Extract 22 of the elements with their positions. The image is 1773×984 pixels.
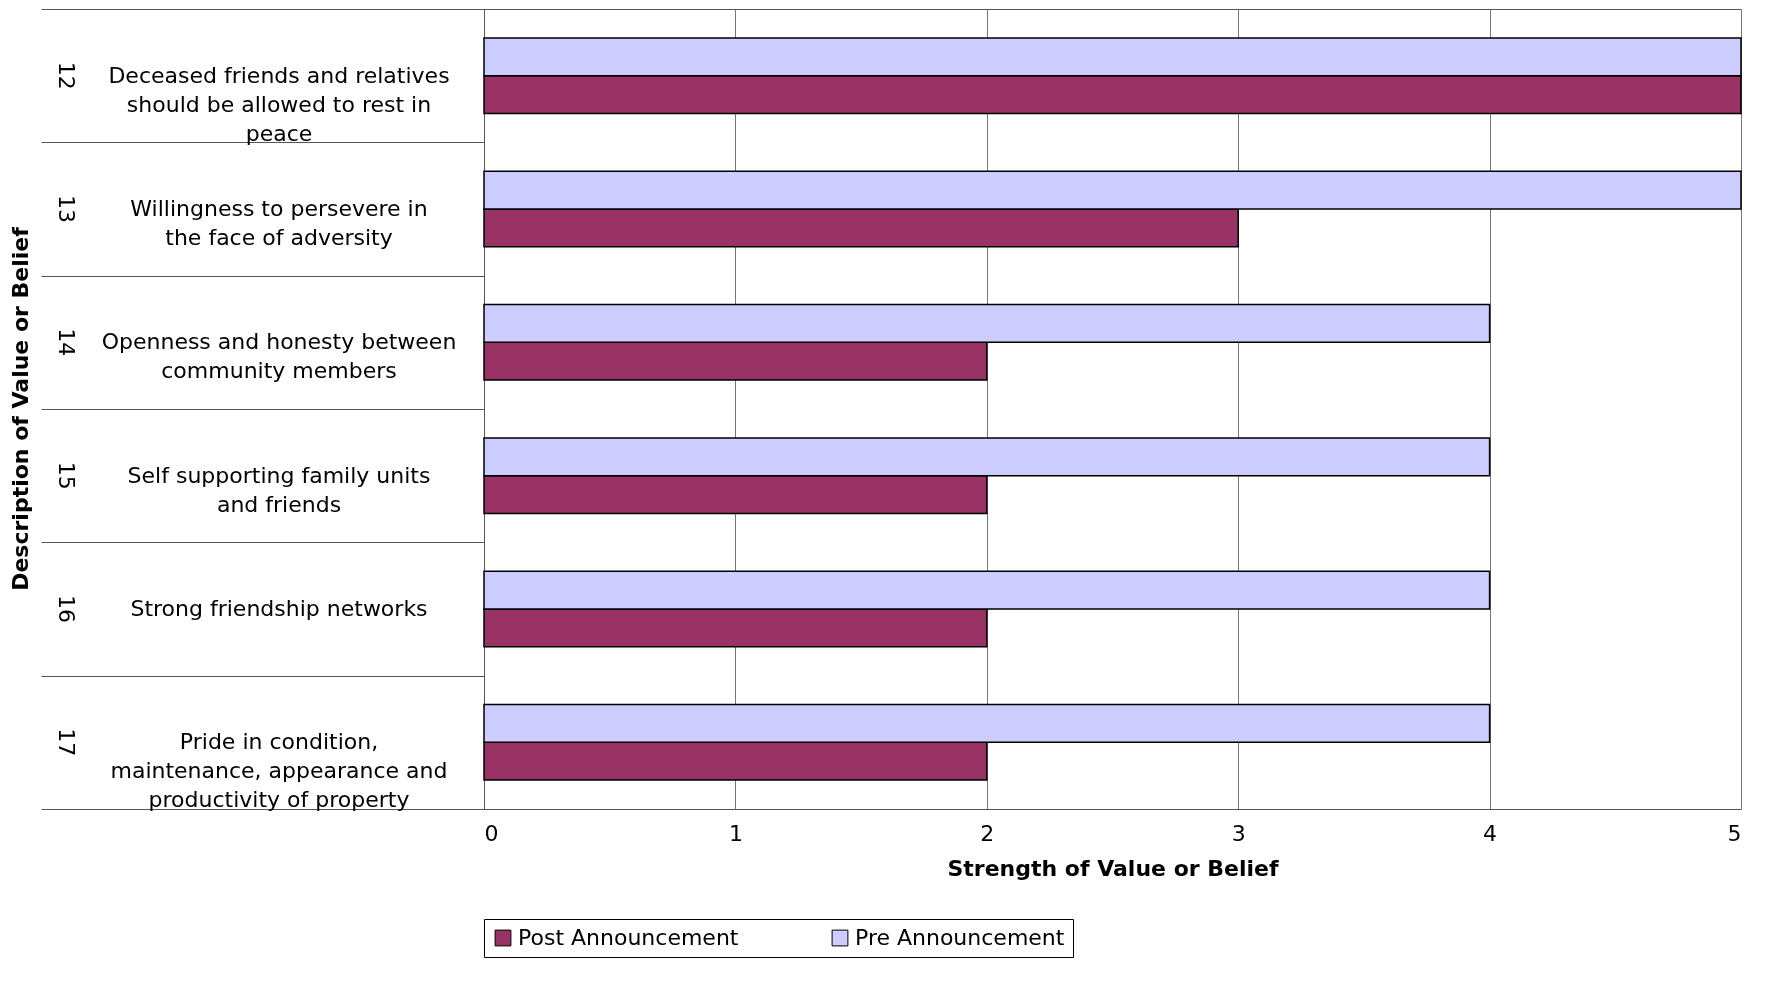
y-tick-label: Self supporting family units and friends: [127, 462, 431, 517]
x-axis-title: Strength of Value or Belief: [947, 855, 1279, 881]
text: 14: [54, 328, 79, 357]
y-tick-label: Openness and honesty between community members: [101, 329, 457, 384]
text: 13: [54, 195, 79, 223]
x-tick-label: 3: [1231, 820, 1246, 846]
text: 12: [54, 61, 79, 90]
y-tick-label: Strong friendship networks: [130, 596, 428, 621]
y-tick-label: Willingness to persevere in the face of adversity: [130, 196, 428, 250]
text: 16: [54, 595, 79, 623]
text: 17: [54, 728, 79, 757]
x-tick-label: 2: [980, 820, 995, 846]
text: 15: [54, 461, 79, 490]
legend-label: Post Announcement: [518, 925, 739, 950]
x-tick-label: 0: [484, 820, 499, 846]
y-tick-label: Deceased friends and relatives should be allowed to rest in peace: [108, 62, 450, 146]
legend-label: Pre Announcement: [855, 925, 1065, 950]
x-tick-label: 1: [728, 820, 743, 846]
x-tick-label: 5: [1727, 820, 1742, 846]
y-tick-label: Pride in condition, maintenance, appearance and productivity of property: [110, 729, 448, 813]
x-tick-label: 4: [1483, 820, 1498, 846]
y-axis-title: Description of Value or Belief: [8, 226, 33, 591]
